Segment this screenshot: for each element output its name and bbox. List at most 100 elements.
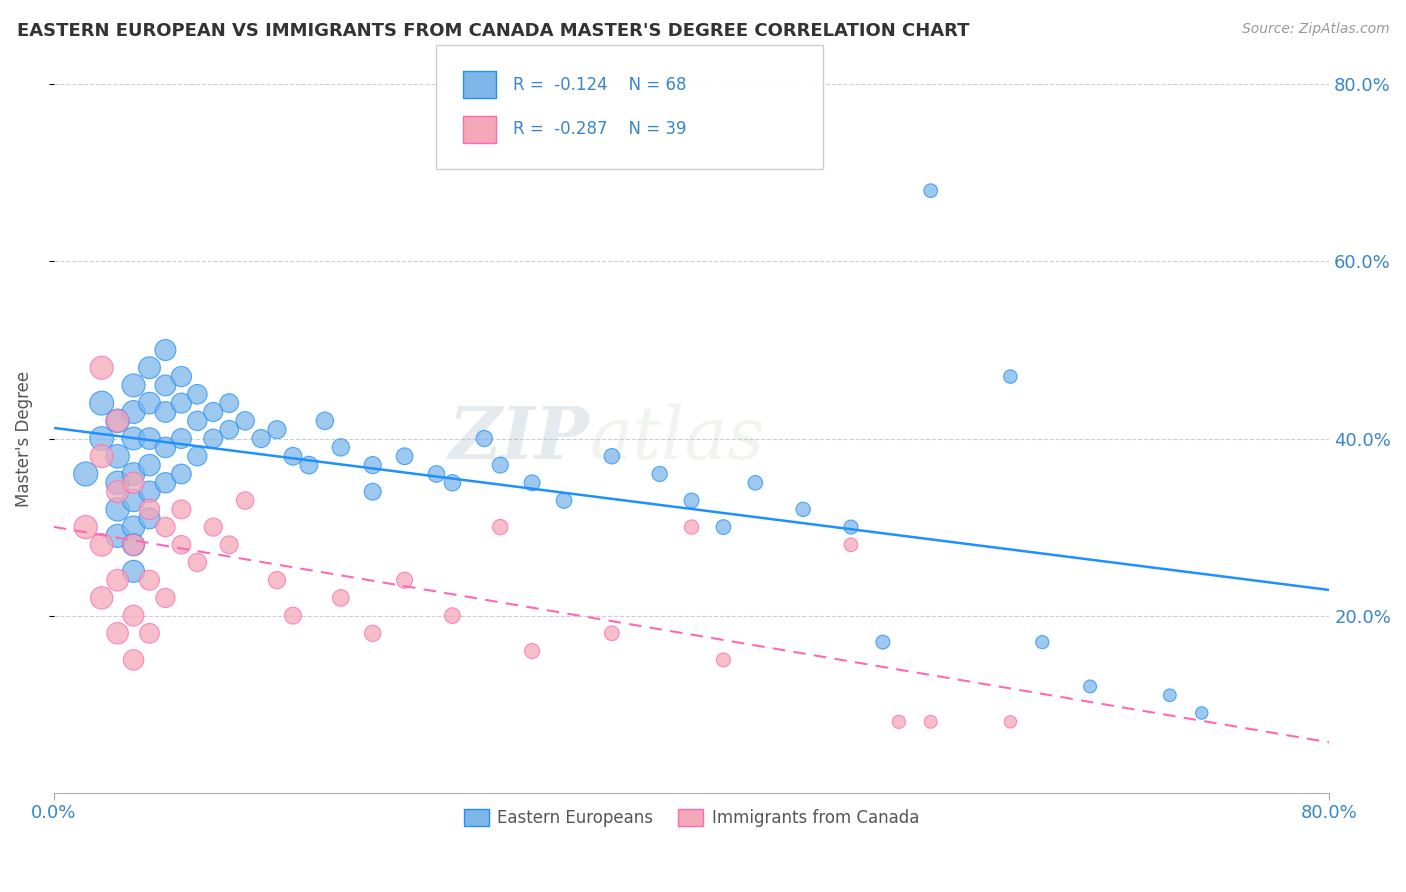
Point (600, 449, 623, 463)
Point (90, 432, 112, 446)
Point (600, 626, 623, 640)
Point (648, 467, 671, 481)
Point (107, 414, 129, 428)
Point (792, 502, 814, 516)
Point (138, 511, 160, 525)
Point (394, 449, 416, 463)
Point (314, 414, 336, 428)
Point (489, 520, 512, 534)
Point (920, 184, 942, 198)
Point (75, 467, 97, 481)
Point (122, 565, 145, 579)
Point (75, 520, 97, 534)
Point (107, 573, 129, 587)
Text: ZIP: ZIP (449, 403, 589, 474)
Point (520, 644, 543, 658)
Point (138, 432, 160, 446)
Point (90, 396, 112, 410)
Point (1000, 714, 1022, 729)
Text: R =  -0.287    N = 39: R = -0.287 N = 39 (513, 120, 686, 138)
Point (90, 449, 112, 463)
Point (138, 573, 160, 587)
Point (1000, 369, 1022, 384)
Point (138, 626, 160, 640)
Point (839, 538, 862, 552)
Point (361, 484, 384, 499)
Point (298, 458, 321, 472)
Point (361, 458, 384, 472)
Legend: Eastern Europeans, Immigrants from Canada: Eastern Europeans, Immigrants from Canad… (457, 803, 925, 834)
Point (170, 396, 193, 410)
Point (329, 441, 352, 455)
Point (233, 414, 256, 428)
Y-axis label: Master's Degree: Master's Degree (15, 370, 32, 507)
Point (170, 432, 193, 446)
Point (713, 653, 735, 667)
Point (1078, 680, 1101, 694)
Point (520, 475, 543, 490)
Point (122, 475, 145, 490)
Point (186, 449, 208, 463)
Point (186, 556, 208, 570)
Text: R =  -0.124    N = 68: R = -0.124 N = 68 (513, 76, 686, 94)
Point (155, 405, 177, 419)
Point (107, 529, 129, 543)
Point (329, 591, 352, 605)
Point (872, 635, 894, 649)
Point (155, 378, 177, 392)
Point (839, 520, 862, 534)
Point (744, 475, 766, 490)
Point (107, 475, 129, 490)
Point (553, 493, 575, 508)
Point (122, 405, 145, 419)
Point (107, 414, 129, 428)
Point (155, 520, 177, 534)
Point (202, 432, 225, 446)
Point (155, 343, 177, 357)
Point (281, 608, 304, 623)
Point (90, 360, 112, 375)
Point (138, 502, 160, 516)
Point (713, 520, 735, 534)
Point (122, 608, 145, 623)
Point (107, 449, 129, 463)
Point (441, 475, 464, 490)
Point (122, 493, 145, 508)
Point (122, 467, 145, 481)
Point (681, 520, 703, 534)
Point (138, 360, 160, 375)
Point (107, 626, 129, 640)
Point (138, 458, 160, 472)
Point (250, 432, 273, 446)
Point (202, 405, 225, 419)
Point (122, 538, 145, 552)
Point (170, 538, 193, 552)
Point (1191, 706, 1213, 720)
Point (394, 573, 416, 587)
Point (1031, 635, 1053, 649)
Point (441, 608, 464, 623)
Point (90, 591, 112, 605)
Point (472, 432, 495, 446)
Point (107, 484, 129, 499)
Point (122, 538, 145, 552)
Point (138, 396, 160, 410)
Point (122, 378, 145, 392)
Text: Source: ZipAtlas.com: Source: ZipAtlas.com (1241, 22, 1389, 37)
Point (107, 502, 129, 516)
Point (266, 423, 288, 437)
Point (233, 493, 256, 508)
Point (681, 493, 703, 508)
Point (138, 484, 160, 499)
Point (887, 714, 910, 729)
Point (186, 414, 208, 428)
Point (155, 591, 177, 605)
Point (122, 520, 145, 534)
Text: EASTERN EUROPEAN VS IMMIGRANTS FROM CANADA MASTER'S DEGREE CORRELATION CHART: EASTERN EUROPEAN VS IMMIGRANTS FROM CANA… (17, 22, 969, 40)
Point (170, 467, 193, 481)
Point (170, 502, 193, 516)
Point (489, 458, 512, 472)
Point (155, 441, 177, 455)
Point (281, 449, 304, 463)
Point (1159, 688, 1181, 702)
